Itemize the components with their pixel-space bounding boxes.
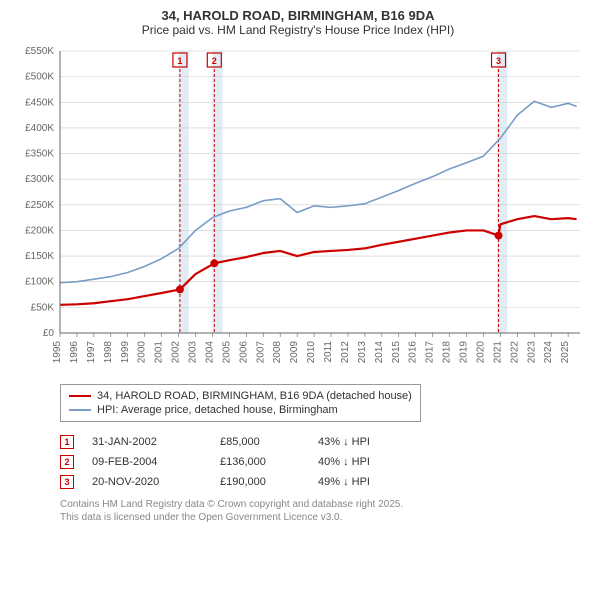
svg-text:£150K: £150K xyxy=(25,251,54,262)
svg-text:2001: 2001 xyxy=(154,341,165,364)
svg-text:1998: 1998 xyxy=(103,341,114,364)
svg-text:£450K: £450K xyxy=(25,97,54,108)
svg-text:£250K: £250K xyxy=(25,200,54,211)
svg-text:2008: 2008 xyxy=(272,341,283,364)
svg-text:2016: 2016 xyxy=(408,341,419,364)
svg-text:£550K: £550K xyxy=(25,46,54,57)
svg-text:2020: 2020 xyxy=(475,341,486,364)
data-attribution: Contains HM Land Registry data © Crown c… xyxy=(60,498,588,524)
transaction-hpi: 43% ↓ HPI xyxy=(318,436,408,448)
svg-text:2021: 2021 xyxy=(492,341,503,364)
chart-subtitle: Price paid vs. HM Land Registry's House … xyxy=(8,23,588,37)
transaction-date: 09-FEB-2004 xyxy=(92,456,202,468)
transaction-date: 20-NOV-2020 xyxy=(92,476,202,488)
legend-item-price_paid: 34, HAROLD ROAD, BIRMINGHAM, B16 9DA (de… xyxy=(69,389,412,403)
svg-text:2025: 2025 xyxy=(560,341,571,364)
transaction-marker: 1 xyxy=(60,435,74,449)
transaction-row: 3 20-NOV-2020 £190,000 49% ↓ HPI xyxy=(60,472,588,492)
svg-text:2005: 2005 xyxy=(221,341,232,364)
svg-text:£100K: £100K xyxy=(25,277,54,288)
legend-swatch xyxy=(69,395,91,397)
transaction-price: £136,000 xyxy=(220,456,300,468)
line-chart: £0 £50K £100K £150K £200K £250K £300K £350K £400… xyxy=(8,43,588,373)
svg-text:2007: 2007 xyxy=(255,341,266,364)
svg-text:2011: 2011 xyxy=(323,341,334,363)
svg-text:2015: 2015 xyxy=(391,341,402,364)
svg-text:2022: 2022 xyxy=(509,341,520,364)
svg-text:2010: 2010 xyxy=(306,341,317,364)
transaction-row: 1 31-JAN-2002 £85,000 43% ↓ HPI xyxy=(60,432,588,452)
transaction-row: 2 09-FEB-2004 £136,000 40% ↓ HPI xyxy=(60,452,588,472)
chart-legend: 34, HAROLD ROAD, BIRMINGHAM, B16 9DA (de… xyxy=(60,384,421,422)
svg-text:£0: £0 xyxy=(43,328,55,339)
svg-text:2006: 2006 xyxy=(238,341,249,364)
svg-text:£350K: £350K xyxy=(25,149,54,160)
svg-text:£400K: £400K xyxy=(25,123,54,134)
transaction-hpi: 40% ↓ HPI xyxy=(318,456,408,468)
svg-text:2017: 2017 xyxy=(425,341,436,364)
legend-label: 34, HAROLD ROAD, BIRMINGHAM, B16 9DA (de… xyxy=(97,390,412,402)
transaction-price: £190,000 xyxy=(220,476,300,488)
svg-text:1996: 1996 xyxy=(69,341,80,364)
svg-text:2004: 2004 xyxy=(204,341,215,364)
svg-text:£300K: £300K xyxy=(25,174,54,185)
svg-text:1: 1 xyxy=(177,56,182,66)
svg-text:£200K: £200K xyxy=(25,225,54,236)
transaction-date: 31-JAN-2002 xyxy=(92,436,202,448)
svg-text:2002: 2002 xyxy=(171,341,182,364)
svg-text:2014: 2014 xyxy=(374,341,385,364)
svg-text:2019: 2019 xyxy=(459,341,470,364)
svg-text:1999: 1999 xyxy=(120,341,131,364)
transactions-table: 1 31-JAN-2002 £85,000 43% ↓ HPI 2 09-FEB-2004… xyxy=(60,432,588,492)
svg-text:2023: 2023 xyxy=(526,341,537,364)
svg-text:2000: 2000 xyxy=(137,341,148,364)
legend-label: HPI: Average price, detached house, Birm… xyxy=(97,404,338,416)
svg-text:2013: 2013 xyxy=(357,341,368,364)
footer-line-2: This data is licensed under the Open Gov… xyxy=(60,511,588,524)
svg-text:3: 3 xyxy=(496,56,501,66)
svg-text:2012: 2012 xyxy=(340,341,351,364)
transaction-hpi: 49% ↓ HPI xyxy=(318,476,408,488)
svg-text:2: 2 xyxy=(212,56,217,66)
svg-text:1997: 1997 xyxy=(86,341,97,364)
svg-text:2024: 2024 xyxy=(543,341,554,364)
chart-title: 34, HAROLD ROAD, BIRMINGHAM, B16 9DA xyxy=(8,8,588,23)
svg-text:£500K: £500K xyxy=(25,72,54,83)
transaction-marker: 2 xyxy=(60,455,74,469)
legend-item-hpi: HPI: Average price, detached house, Birm… xyxy=(69,403,412,417)
svg-text:1995: 1995 xyxy=(52,341,63,364)
footer-line-1: Contains HM Land Registry data © Crown c… xyxy=(60,498,588,511)
chart-container: 34, HAROLD ROAD, BIRMINGHAM, B16 9DA Pri… xyxy=(0,0,600,532)
chart-plot-area: £0 £50K £100K £150K £200K £250K £300K £350K £400… xyxy=(8,43,588,378)
svg-text:2009: 2009 xyxy=(289,341,300,364)
legend-swatch xyxy=(69,409,91,411)
svg-text:£50K: £50K xyxy=(31,302,55,313)
svg-text:2018: 2018 xyxy=(442,341,453,364)
transaction-price: £85,000 xyxy=(220,436,300,448)
transaction-marker: 3 xyxy=(60,475,74,489)
svg-text:2003: 2003 xyxy=(188,341,199,364)
